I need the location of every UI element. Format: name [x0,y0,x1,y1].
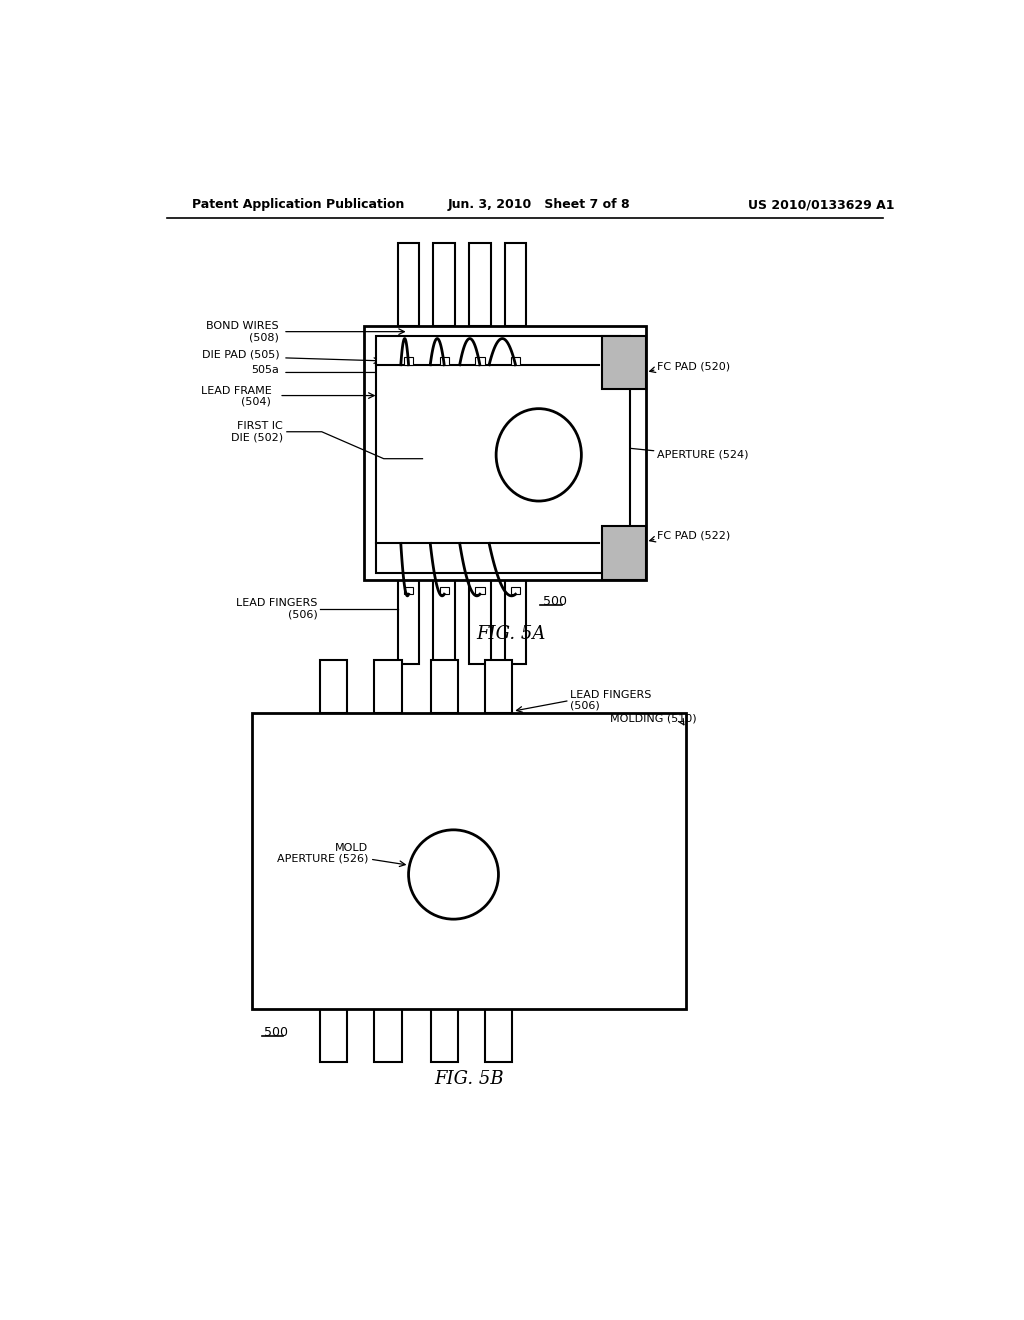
Bar [375,1010,401,1061]
Text: (506): (506) [288,610,317,619]
Bar [469,243,490,326]
Text: 500: 500 [263,1026,288,1039]
Ellipse shape [496,409,582,502]
Bar [365,326,646,581]
Bar [439,586,449,594]
Bar [602,527,646,581]
Text: 500: 500 [543,594,566,607]
Text: FIG. 5B: FIG. 5B [434,1069,504,1088]
Text: (508): (508) [249,333,280,342]
Bar [403,358,414,364]
Text: (504): (504) [242,397,271,407]
Bar [321,660,347,713]
Text: LEAD FINGERS: LEAD FINGERS [569,690,651,700]
Bar [433,581,455,664]
Text: APERTURE (524): APERTURE (524) [656,450,749,459]
Bar [475,358,484,364]
Bar [375,660,401,713]
Bar [376,335,630,573]
Text: FIG. 5A: FIG. 5A [477,626,546,643]
Text: DIE (502): DIE (502) [230,432,283,442]
Bar [433,243,455,326]
Bar [439,358,449,364]
Text: APERTURE (526): APERTURE (526) [276,853,369,863]
Text: US 2010/0133629 A1: US 2010/0133629 A1 [748,198,895,211]
Text: FC PAD (522): FC PAD (522) [656,531,730,541]
Bar [511,358,520,364]
Bar [485,660,512,713]
Bar [397,243,420,326]
Text: BOND WIRES: BOND WIRES [207,321,280,331]
Bar [431,660,458,713]
Bar [505,581,526,664]
Bar [469,581,490,664]
Bar [602,335,646,389]
Text: MOLDING (510): MOLDING (510) [610,714,696,723]
Ellipse shape [409,830,499,919]
Bar [485,1010,512,1061]
Text: 505a: 505a [251,366,280,375]
Text: FIRST IC: FIRST IC [238,421,283,432]
Text: Jun. 3, 2010   Sheet 7 of 8: Jun. 3, 2010 Sheet 7 of 8 [447,198,630,211]
Text: FC PAD (520): FC PAD (520) [656,362,730,371]
Bar [403,586,414,594]
Bar [321,1010,347,1061]
Text: LEAD FRAME: LEAD FRAME [201,385,271,396]
Bar [397,581,420,664]
Text: LEAD FINGERS: LEAD FINGERS [237,598,317,609]
Text: DIE PAD (505): DIE PAD (505) [202,350,280,360]
Text: (506): (506) [569,701,599,711]
Bar [505,243,526,326]
Bar [475,586,484,594]
Bar [511,586,520,594]
Text: MOLD: MOLD [335,842,369,853]
Text: Patent Application Publication: Patent Application Publication [193,198,404,211]
Bar [252,713,686,1010]
Bar [431,1010,458,1061]
